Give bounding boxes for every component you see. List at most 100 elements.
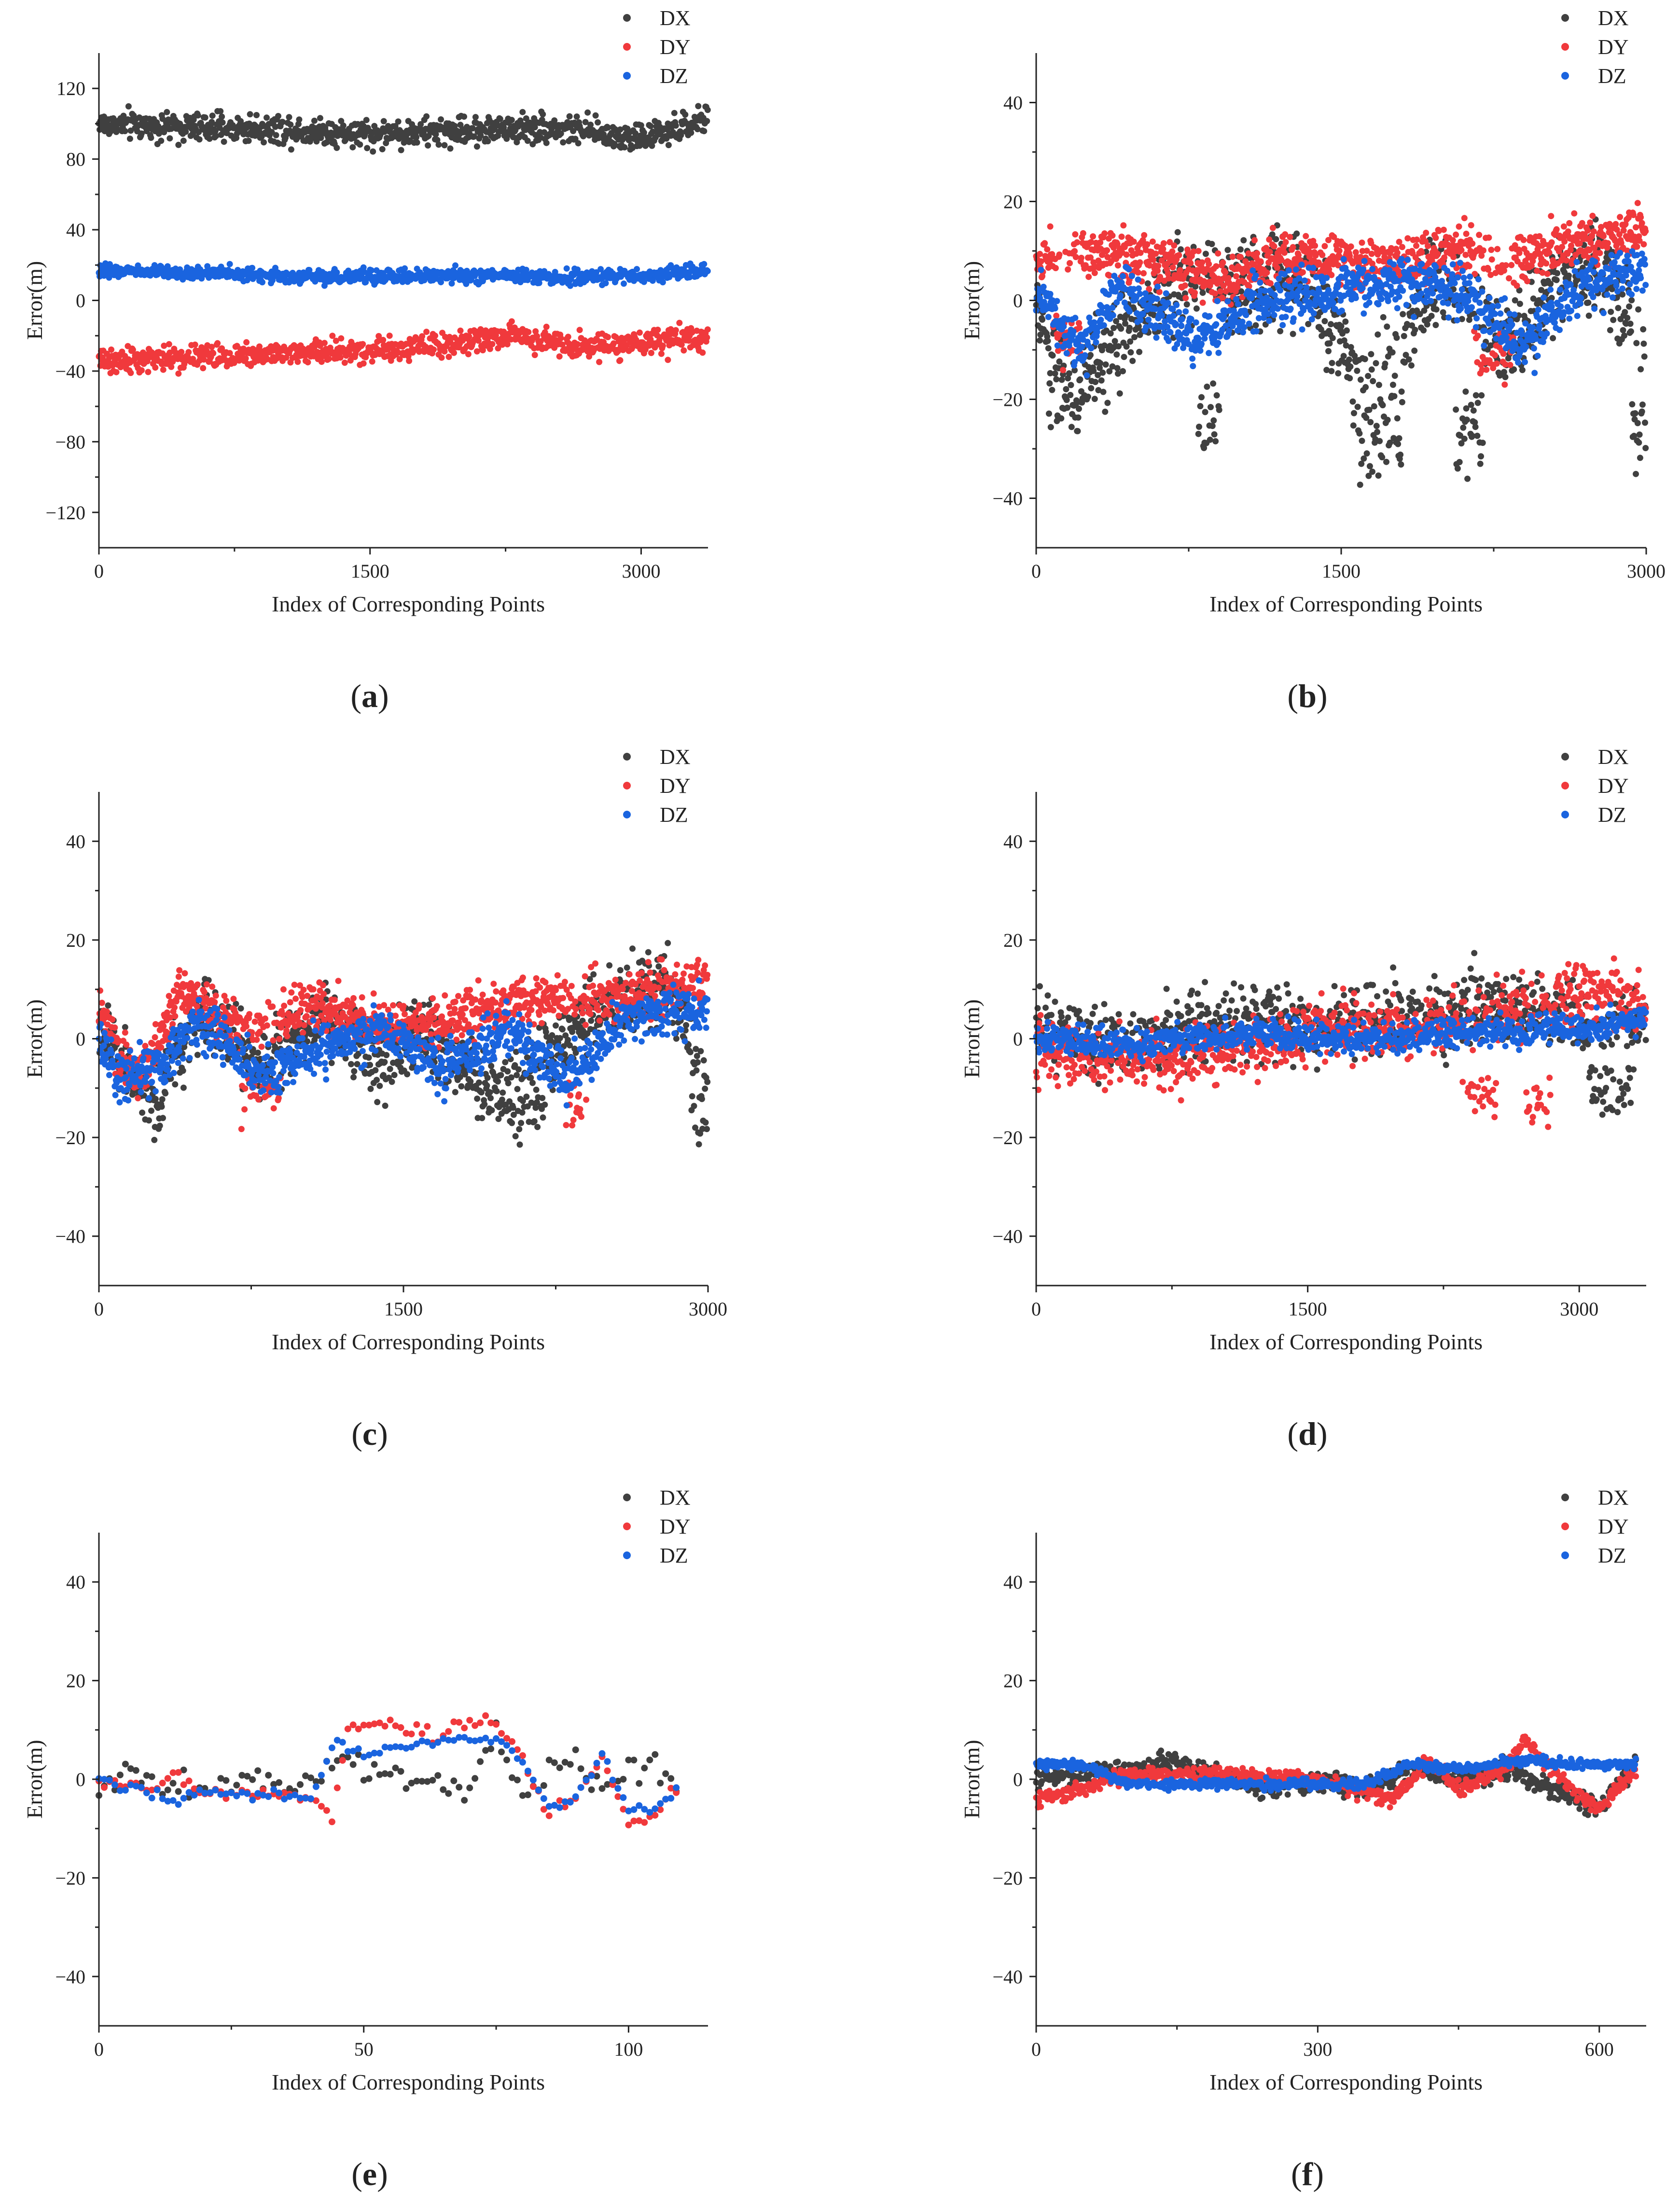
point-dz	[1190, 363, 1196, 370]
point-dy	[676, 319, 683, 326]
point-dz	[1176, 309, 1182, 316]
point-dy	[1109, 232, 1116, 239]
point-dx	[1129, 358, 1136, 364]
point-dy	[1638, 214, 1644, 221]
point-dx	[1621, 332, 1627, 339]
y-tick-label: −40	[55, 360, 85, 382]
point-dz	[1266, 318, 1273, 324]
point-dx	[1502, 374, 1509, 380]
point-dx	[1350, 422, 1357, 429]
point-dx	[1120, 368, 1126, 374]
point-dy	[1053, 312, 1060, 319]
point-dx	[441, 142, 448, 149]
data-points	[1033, 200, 1649, 488]
point-dx	[1401, 332, 1407, 339]
point-dy	[127, 370, 134, 376]
point-dy	[1137, 249, 1144, 256]
point-dx	[275, 113, 281, 119]
point-dy	[1548, 239, 1555, 246]
point-dx	[503, 136, 510, 142]
point-dx	[1456, 459, 1463, 465]
point-dx	[1454, 465, 1461, 472]
point-dz	[1182, 308, 1189, 315]
point-dx	[209, 112, 216, 119]
point-dy	[1237, 254, 1244, 261]
point-dy	[1546, 249, 1553, 256]
point-dx	[1049, 387, 1055, 393]
point-dy	[1560, 223, 1567, 230]
point-dx	[595, 119, 601, 126]
point-dy	[1600, 233, 1607, 239]
point-dx	[540, 111, 546, 118]
point-dy	[465, 351, 472, 358]
point-dx	[413, 134, 420, 140]
point-dy	[1463, 231, 1470, 237]
point-dx	[1622, 309, 1628, 316]
point-dy	[1071, 248, 1078, 254]
point-dy	[1617, 214, 1624, 221]
point-dx	[1382, 360, 1388, 367]
point-dy	[386, 332, 393, 339]
legend-marker-dy	[623, 43, 631, 51]
point-dx	[1102, 408, 1109, 415]
point-dx	[1098, 377, 1105, 384]
point-dx	[1550, 335, 1556, 342]
point-dx	[1639, 401, 1646, 408]
point-dx	[1636, 439, 1642, 446]
point-dx	[1585, 299, 1592, 306]
point-dx	[1470, 407, 1477, 414]
point-dx	[1624, 315, 1631, 321]
point-dy	[1233, 273, 1240, 279]
point-dz	[1285, 267, 1292, 274]
point-dx	[1039, 316, 1046, 323]
point-dy	[1423, 230, 1430, 236]
point-dx	[1554, 270, 1560, 277]
point-dy	[1466, 263, 1472, 269]
point-dy	[1295, 252, 1302, 259]
point-dy	[1480, 247, 1486, 254]
point-dz	[704, 268, 711, 275]
point-dy	[1044, 246, 1051, 253]
point-dz	[249, 264, 256, 271]
point-dx	[425, 142, 431, 149]
point-dy	[1303, 233, 1309, 239]
point-dz	[1038, 266, 1044, 273]
point-dx	[1615, 305, 1622, 311]
point-dy	[1566, 220, 1573, 226]
point-dx	[1058, 376, 1065, 383]
point-dy	[617, 357, 624, 363]
point-dy	[360, 360, 367, 367]
point-dx	[1453, 406, 1459, 413]
point-dx	[461, 113, 467, 120]
point-dy	[1281, 249, 1288, 256]
point-dx	[1477, 460, 1484, 467]
point-dz	[1214, 298, 1221, 305]
point-dx	[1375, 331, 1381, 338]
point-dx	[1053, 376, 1060, 383]
point-dy	[200, 365, 207, 372]
point-dy	[1434, 250, 1441, 257]
series-dy	[96, 318, 711, 377]
point-dx	[1368, 351, 1375, 358]
point-dx	[273, 132, 279, 138]
point-dx	[1277, 328, 1284, 334]
point-dy	[1506, 275, 1513, 282]
point-dx	[1077, 376, 1083, 383]
point-dy	[1215, 250, 1222, 257]
point-dx	[497, 115, 503, 122]
point-dy	[1160, 240, 1167, 247]
point-dy	[1492, 352, 1498, 359]
point-dx	[621, 144, 628, 151]
point-dx	[1627, 320, 1634, 327]
point-dx	[288, 146, 294, 153]
point-dy	[1072, 231, 1079, 238]
point-dy	[1192, 290, 1198, 296]
point-dz	[1201, 335, 1208, 342]
point-dy	[1640, 241, 1647, 248]
point-dz	[1054, 298, 1060, 305]
point-dy	[1080, 230, 1086, 236]
point-dy	[1234, 284, 1241, 291]
point-dx	[471, 133, 477, 140]
point-dx	[296, 116, 303, 123]
point-dx	[349, 144, 356, 151]
